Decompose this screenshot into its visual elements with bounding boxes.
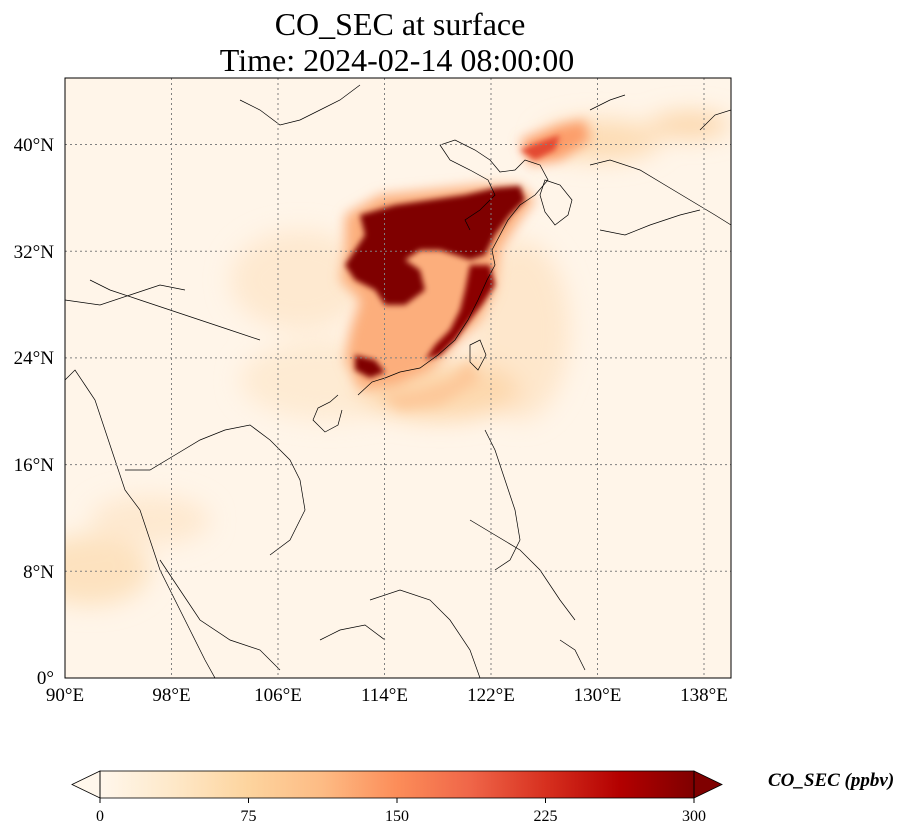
- x-tick-130e: 130°E: [574, 685, 622, 706]
- colorbar: 0 75 150 225 300: [71, 770, 723, 825]
- y-tick-labels: 0° 8°N 16°N 24°N 32°N 40°N: [14, 135, 55, 689]
- x-tick-90e: 90°E: [46, 685, 84, 706]
- y-tick-16n: 16°N: [14, 455, 55, 476]
- y-tick-0: 0°: [37, 668, 54, 689]
- map-title: CO_SEC at surface: [274, 6, 526, 42]
- map-frame: [64, 77, 732, 679]
- hotspot-core: [345, 135, 560, 378]
- y-tick-24n: 24°N: [14, 348, 55, 369]
- map-gridlines: [65, 78, 731, 678]
- y-tick-40n: 40°N: [14, 135, 55, 156]
- co-concentration-field: [65, 113, 730, 605]
- colorbar-ramp: [100, 771, 694, 798]
- cb-tick-150: 150: [385, 808, 409, 825]
- x-tick-138e: 138°E: [680, 685, 728, 706]
- x-tick-labels: 90°E 98°E 106°E 114°E 122°E 130°E 138°E: [46, 685, 728, 706]
- cb-tick-0: 0: [96, 808, 104, 825]
- x-tick-122e: 122°E: [467, 685, 515, 706]
- map-subtitle-time: Time: 2024-02-14 08:00:00: [219, 42, 575, 78]
- cb-tick-225: 225: [534, 808, 558, 825]
- coastlines-and-borders: [65, 84, 731, 678]
- cb-tick-300: 300: [682, 808, 706, 825]
- colorbar-title: CO_SEC (ppbv): [768, 770, 895, 791]
- x-tick-114e: 114°E: [361, 685, 408, 706]
- colorbar-max-extend: [693, 770, 723, 799]
- y-tick-8n: 8°N: [23, 562, 54, 583]
- colorbar-min-extend: [71, 770, 101, 799]
- cb-tick-75: 75: [241, 808, 257, 825]
- y-tick-32n: 32°N: [14, 242, 55, 263]
- x-tick-98e: 98°E: [152, 685, 190, 706]
- x-tick-106e: 106°E: [254, 685, 302, 706]
